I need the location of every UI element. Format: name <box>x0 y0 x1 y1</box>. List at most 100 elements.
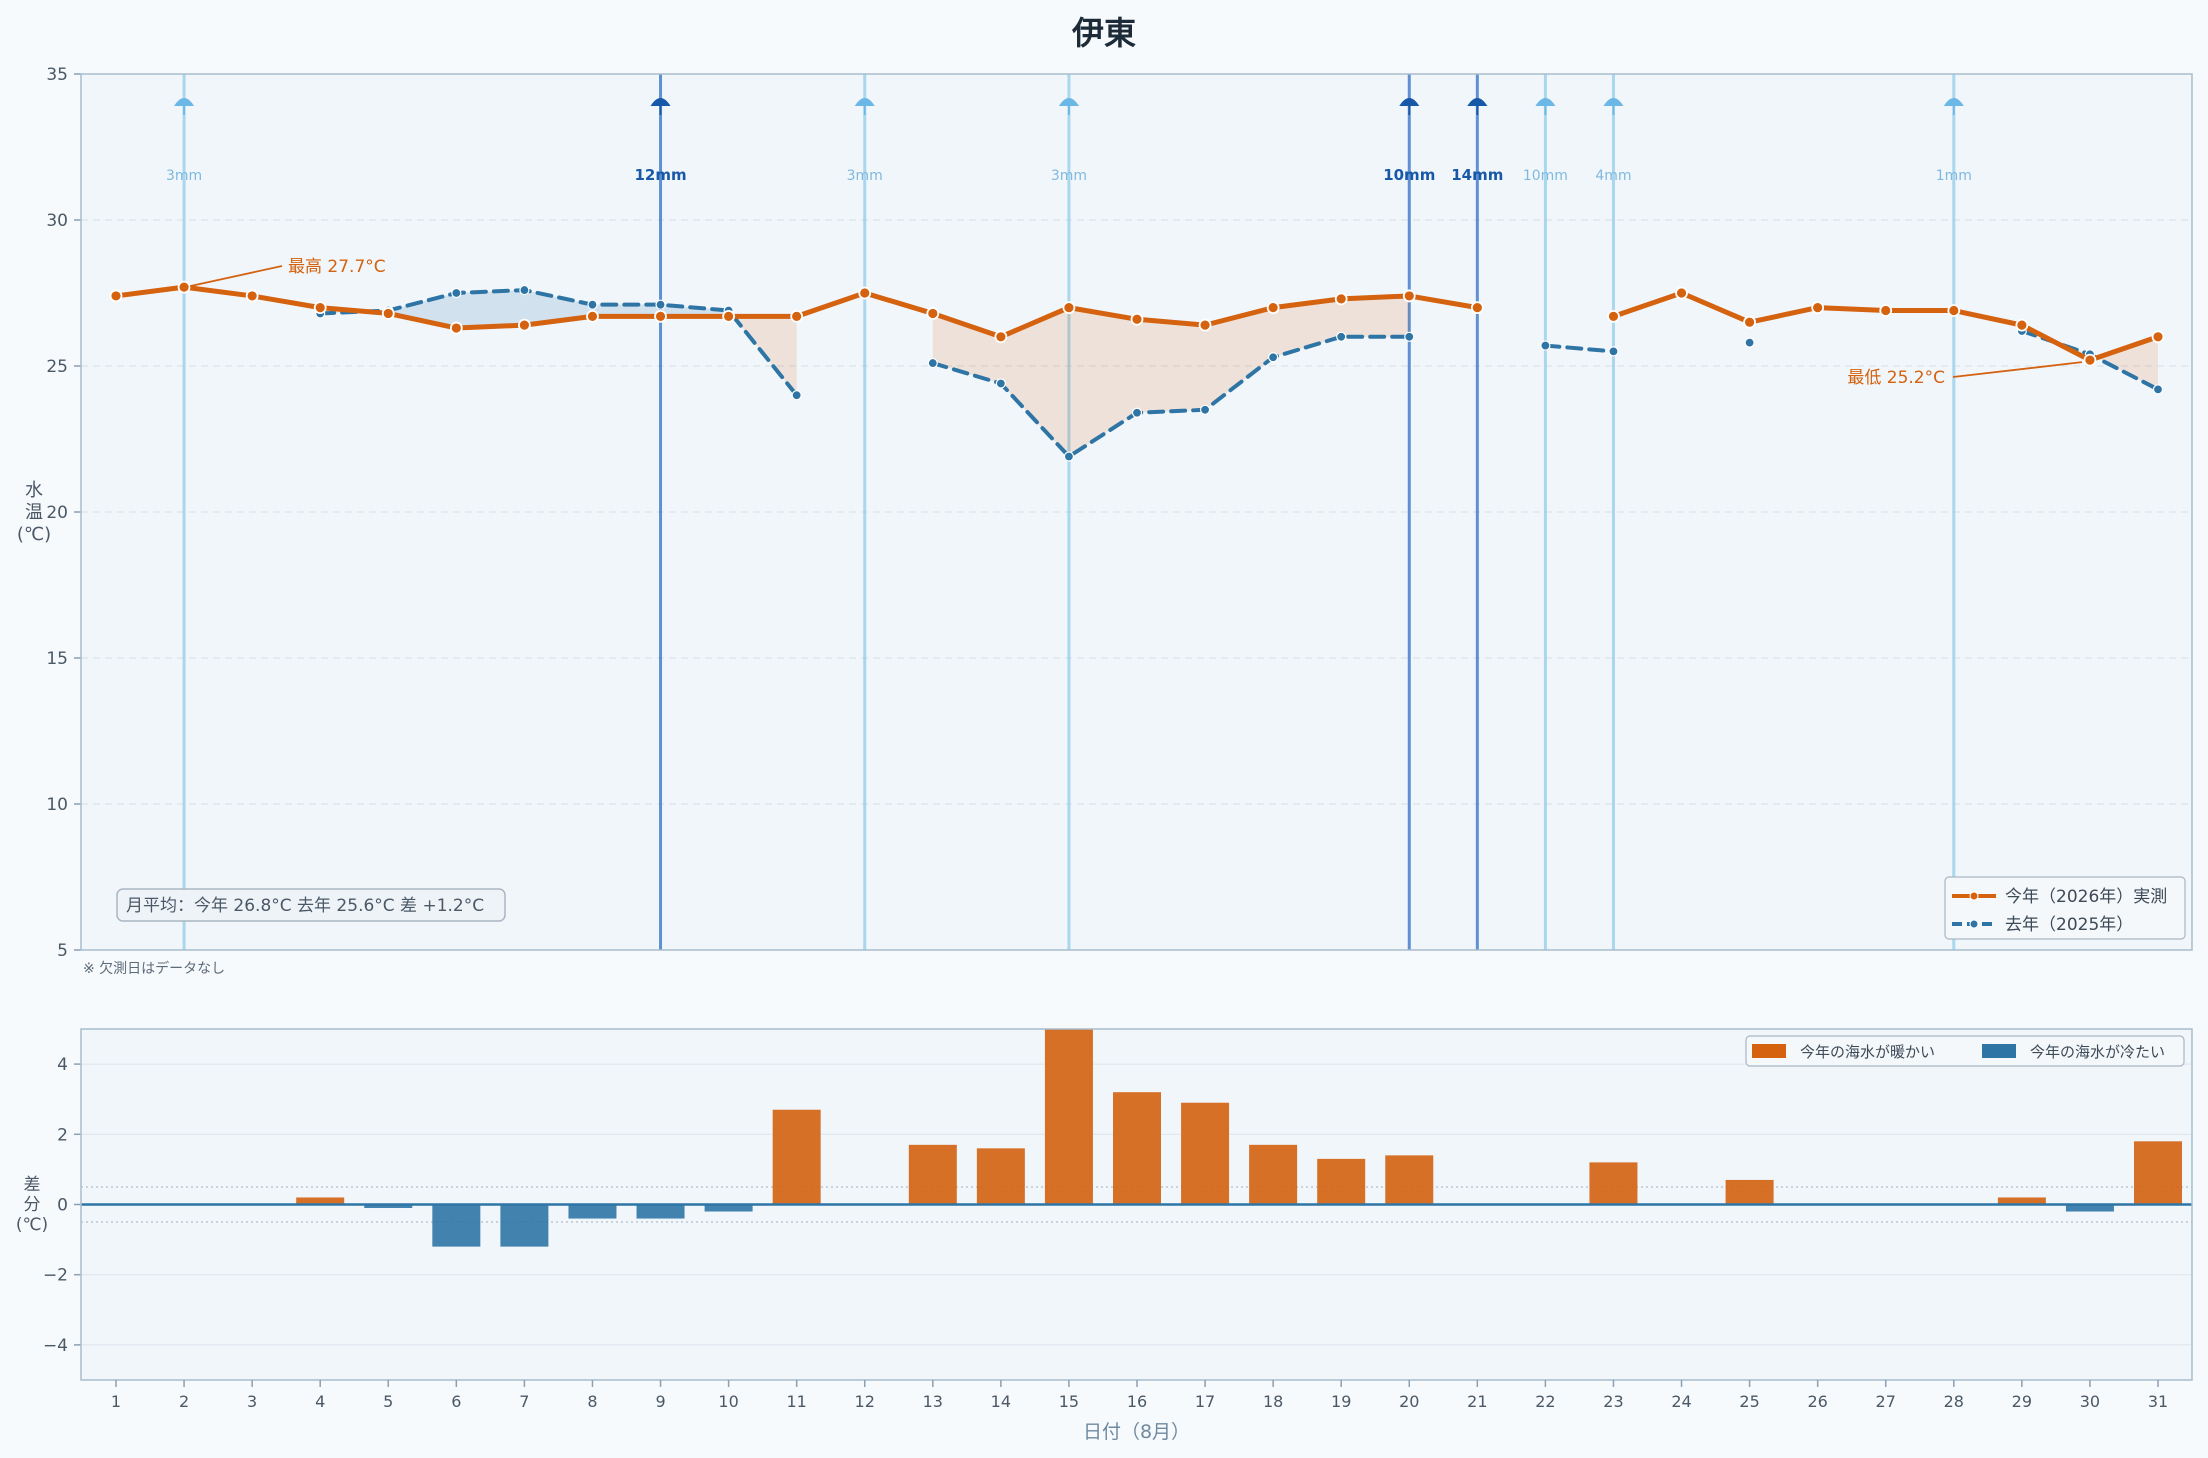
series-2026-point <box>313 301 327 315</box>
difference-bar <box>1385 1155 1434 1205</box>
top-y-tick-label: 20 <box>46 503 68 523</box>
legend-label: 今年（2026年）実測 <box>2005 887 2167 907</box>
x-tick-label: 11 <box>786 1392 806 1411</box>
difference-bar <box>1249 1144 1298 1205</box>
series-2025-point <box>927 357 938 369</box>
series-2026-point <box>1947 304 1961 317</box>
difference-bar <box>1181 1102 1230 1205</box>
series-2026-point <box>1198 318 1212 332</box>
difference-fill <box>1341 295 1410 337</box>
bottom-y-tick-label: 4 <box>57 1055 68 1075</box>
umbrella-icon <box>1058 98 1079 106</box>
x-tick-label: 13 <box>923 1392 943 1411</box>
top-y-tick-label: 5 <box>57 941 68 961</box>
rain-amount-label: 10mm <box>1383 166 1435 184</box>
bottom-y-axis-label-3: (℃) <box>16 1215 48 1235</box>
rain-amount-label: 3mm <box>1051 168 1087 184</box>
difference-bar <box>1997 1197 2046 1205</box>
x-tick-label: 19 <box>1331 1392 1351 1411</box>
series-2025-point <box>791 390 802 401</box>
annotation-label: 最低 25.2°C <box>1847 368 1945 388</box>
x-tick-label: 17 <box>1195 1392 1215 1411</box>
series-2026-point <box>1811 301 1825 315</box>
series-2026-point <box>109 289 123 303</box>
x-tick-label: 18 <box>1263 1392 1283 1411</box>
x-tick-label: 20 <box>1399 1392 1419 1411</box>
series-2025-line <box>930 334 1412 459</box>
difference-fill <box>1137 319 1206 413</box>
series-2026-point <box>722 309 735 323</box>
x-tick-label: 4 <box>315 1392 325 1411</box>
annotation-arrow <box>189 265 283 288</box>
umbrella-icon <box>650 98 671 106</box>
series-2026-point <box>994 330 1008 344</box>
legend-label: 今年の海水が冷たい <box>2030 1043 2165 1061</box>
legend-bar-swatch <box>1982 1044 2016 1058</box>
x-tick-label: 31 <box>2148 1392 2168 1411</box>
series-2025-point <box>1540 340 1551 351</box>
legend-label: 今年の海水が暖かい <box>1800 1043 1935 1061</box>
series-2025-point <box>1131 407 1143 418</box>
bottom-y-tick-label: 2 <box>57 1125 68 1145</box>
series-2025-point <box>451 287 462 299</box>
series-2026-point <box>449 321 463 335</box>
difference-fill <box>1273 298 1342 358</box>
umbrella-icon <box>1535 98 1556 106</box>
umbrella-icon <box>1603 98 1624 106</box>
top-y-tick-label: 10 <box>46 795 68 815</box>
x-axis-label: 日付（8月） <box>1083 1421 1190 1443</box>
top-legend-box <box>1944 876 2186 940</box>
rain-amount-label: 3mm <box>166 168 202 184</box>
top-series-group <box>109 280 2165 462</box>
series-2026-point <box>654 309 667 323</box>
series-2025-point <box>2152 384 2164 395</box>
difference-bar <box>636 1204 685 1219</box>
legend-marker-swatch <box>1969 919 1979 929</box>
series-2026-point <box>1130 312 1144 326</box>
difference-bar <box>1044 1029 1093 1205</box>
bottom-y-tick-label: 0 <box>57 1196 68 1216</box>
summary-text: 月平均：今年 26.8°C 去年 25.6°C 差 +1.2°C <box>126 896 484 916</box>
difference-bar <box>2065 1204 2114 1212</box>
x-tick-label: 12 <box>855 1392 875 1411</box>
x-tick-label: 21 <box>1467 1392 1487 1411</box>
rain-amount-label: 12mm <box>634 166 686 184</box>
series-2025-point <box>587 299 598 310</box>
umbrella-icon <box>1399 98 1420 106</box>
legend-label: 去年（2025年） <box>2005 915 2133 935</box>
bottom-legend-box <box>1745 1035 2185 1067</box>
top-y-tick-label: 35 <box>46 65 68 85</box>
series-2026-point <box>1879 304 1893 317</box>
umbrella-icon <box>1467 98 1488 106</box>
difference-bar <box>1725 1179 1774 1205</box>
x-tick-label: 6 <box>451 1392 461 1411</box>
difference-bar <box>1317 1158 1366 1205</box>
series-2026-point <box>858 286 872 300</box>
chart-title: 伊東 <box>1071 14 1136 52</box>
series-2026-point <box>245 289 259 303</box>
series-2025-point <box>519 284 530 296</box>
series-2026-point <box>1266 301 1280 315</box>
series-2025-line <box>318 288 799 398</box>
x-tick-label: 7 <box>519 1392 529 1411</box>
series-2025-point <box>655 299 666 310</box>
x-tick-label: 8 <box>587 1392 597 1411</box>
missing-data-note: ※ 欠測日はデータなし <box>83 960 225 977</box>
rain-amount-label: 10mm <box>1523 168 1568 184</box>
rain-amount-label: 4mm <box>1595 168 1631 184</box>
top-y-axis-label-1: 水 <box>25 480 43 501</box>
top-y-tick-label: 15 <box>46 649 68 669</box>
series-2025-point <box>1608 346 1619 357</box>
x-tick-label: 14 <box>991 1392 1011 1411</box>
series-2026-point <box>2083 353 2097 367</box>
difference-bar <box>1113 1092 1161 1205</box>
difference-fill <box>592 304 661 317</box>
bottom-bars-group <box>296 1029 2182 1247</box>
rain-amount-label: 14mm <box>1451 166 1503 184</box>
difference-fill <box>388 293 457 329</box>
difference-bar <box>704 1204 753 1212</box>
x-tick-label: 9 <box>655 1392 665 1411</box>
x-tick-label: 16 <box>1127 1392 1147 1411</box>
series-2025-point <box>1404 331 1415 342</box>
